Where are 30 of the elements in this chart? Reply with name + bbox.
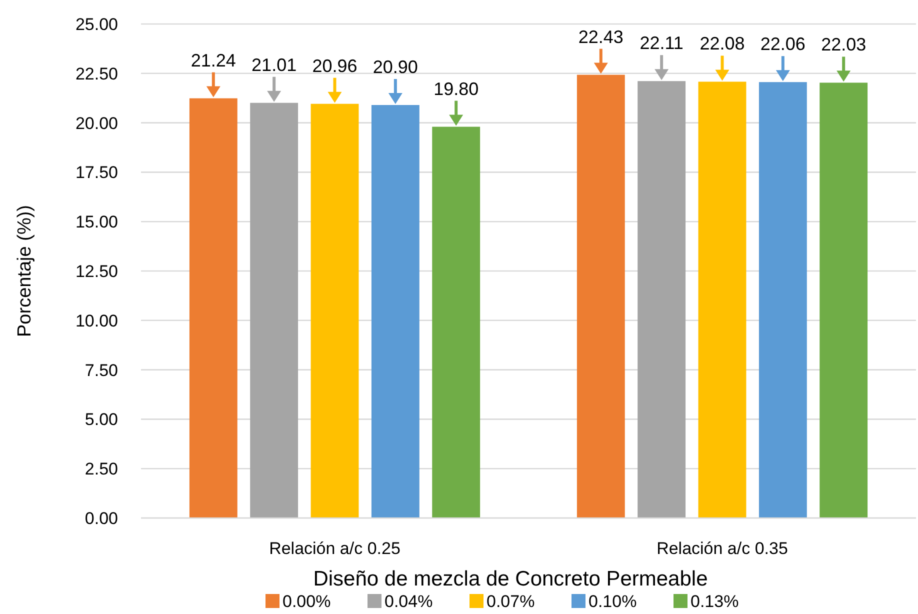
data-label: 20.96	[312, 56, 358, 76]
legend-label: 0.00%	[282, 592, 331, 611]
data-label: 20.90	[372, 57, 418, 78]
legend-label: 0.04%	[384, 592, 433, 611]
y-tick-label: 10.00	[75, 311, 118, 330]
data-label: 22.43	[578, 26, 624, 47]
x-tick-label: Relación a/c 0.35	[656, 538, 788, 558]
y-axis-title: Porcentaje (%))	[14, 205, 36, 337]
y-tick-label: 5.00	[84, 410, 118, 430]
y-tick-label: 0.00	[84, 508, 118, 528]
data-label: 22.06	[760, 34, 806, 54]
legend-label: 0.10%	[588, 592, 637, 611]
y-tick-label: 2.50	[84, 460, 118, 479]
y-tick-label: 22.50	[75, 64, 118, 84]
y-tick-label: 20.00	[75, 114, 118, 133]
legend-label: 0.13%	[690, 592, 739, 611]
x-axis-title: Diseño de mezcla de Concreto Permeable	[313, 567, 708, 590]
data-label: 21.01	[252, 54, 297, 75]
y-tick-label: 15.00	[75, 212, 118, 232]
data-label: 22.03	[821, 34, 866, 55]
data-label: 21.24	[190, 50, 236, 70]
data-label: 22.11	[640, 33, 684, 54]
y-tick-label: 12.50	[75, 262, 118, 281]
data-label: 19.80	[434, 78, 479, 99]
legend-label: 0.07%	[486, 592, 535, 611]
y-tick-label: 7.50	[84, 360, 118, 380]
y-tick-label: 25.00	[75, 14, 118, 34]
y-tick-label: 17.50	[75, 163, 118, 182]
data-label: 22.08	[700, 34, 745, 54]
x-tick-label: Relación a/c 0.25	[269, 538, 400, 558]
